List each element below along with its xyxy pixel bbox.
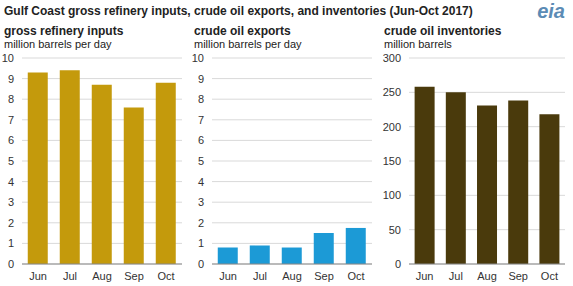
svg-text:Jun: Jun [416,270,434,282]
svg-text:0: 0 [8,258,14,270]
svg-text:Jul: Jul [63,270,77,282]
svg-text:50: 50 [389,224,401,236]
svg-text:4: 4 [198,176,204,188]
svg-text:8: 8 [8,93,14,105]
html-text:million barrels per day: million barrels per day [194,38,302,50]
html-text:Gulf Coast gross refinery inpu: Gulf Coast gross refinery inputs, crude … [4,4,473,18]
svg-text:Aug: Aug [92,270,112,282]
svg-text:1: 1 [198,237,204,249]
svg-text:300: 300 [383,52,401,64]
svg-text:Jun: Jun [29,270,47,282]
html-text:million barrels per day: million barrels per day [4,38,112,50]
svg-text:Jun: Jun [219,270,237,282]
html-text:crude oil inventories: crude oil inventories [384,24,502,38]
svg-text:1: 1 [8,237,14,249]
svg-text:Oct: Oct [541,270,558,282]
svg-text:2: 2 [198,217,204,229]
svg-text:Sep: Sep [508,270,528,282]
svg-text:6: 6 [8,134,14,146]
svg-text:5: 5 [198,155,204,167]
svg-text:5: 5 [8,155,14,167]
html-text:gross refinery inputs: gross refinery inputs [4,24,124,38]
svg-text:200: 200 [383,121,401,133]
svg-text:Aug: Aug [477,270,497,282]
svg-text:9: 9 [8,73,14,85]
html-text:million barrels: million barrels [384,38,452,50]
svg-text:10: 10 [8,52,14,64]
svg-text:0: 0 [395,258,401,270]
svg-text:6: 6 [198,134,204,146]
svg-text:10: 10 [192,52,204,64]
svg-text:3: 3 [8,196,14,208]
html-text:crude oil exports: crude oil exports [194,24,291,38]
html-text:eia: eia [537,0,565,22]
svg-text:250: 250 [383,86,401,98]
svg-text:100: 100 [383,189,401,201]
svg-text:Jul: Jul [253,270,267,282]
svg-text:Aug: Aug [282,270,302,282]
svg-text:Jul: Jul [449,270,463,282]
svg-text:7: 7 [8,114,14,126]
svg-text:9: 9 [198,73,204,85]
svg-text:Oct: Oct [157,270,174,282]
svg-text:2: 2 [8,217,14,229]
svg-text:Sep: Sep [314,270,334,282]
svg-text:150: 150 [383,155,401,167]
svg-text:Sep: Sep [124,270,144,282]
svg-text:4: 4 [8,176,14,188]
svg-text:7: 7 [198,114,204,126]
svg-text:0: 0 [198,258,204,270]
svg-text:Oct: Oct [347,270,364,282]
svg-text:3: 3 [198,196,204,208]
svg-text:8: 8 [198,93,204,105]
